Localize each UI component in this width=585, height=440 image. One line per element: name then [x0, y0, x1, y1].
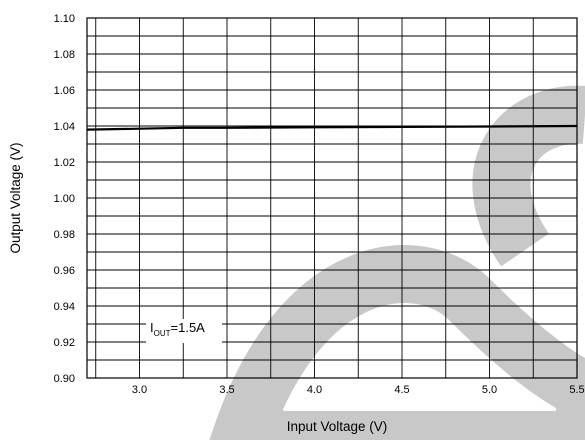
series-line [86, 124, 578, 131]
annotation-value: =1.5A [171, 320, 206, 335]
y-tick-label: 1.02 [54, 157, 75, 169]
y-tick-label: 0.94 [54, 301, 75, 313]
y-axis-title: Output Voltage (V) [8, 142, 23, 253]
y-tick-label: 0.96 [54, 265, 75, 277]
horizontal-gridlines [87, 35, 577, 361]
y-tick-label: 1.10 [54, 13, 75, 25]
x-tick-label: 4.5 [394, 384, 409, 396]
y-tick-label: 1.06 [54, 85, 75, 97]
x-tick-label: 5.5 [569, 384, 584, 396]
y-tick-label: 1.00 [54, 193, 75, 205]
x-tick-label: 5.0 [482, 384, 497, 396]
y-tick-label: 0.90 [54, 373, 75, 385]
plot-frame [86, 17, 578, 379]
watermark-arc-upper [472, 85, 585, 267]
x-axis-title: Input Voltage (V) [287, 419, 388, 434]
annotation-subscript: OUT [154, 329, 171, 338]
y-tick-label: 0.98 [54, 229, 75, 241]
annotation-background [146, 319, 222, 343]
annotation-symbol: I [150, 320, 154, 335]
x-tick-labels: 3.0 3.5 4.0 4.5 5.0 5.5 [132, 384, 585, 396]
y-tick-label: 1.04 [54, 121, 75, 133]
x-tick-label: 3.0 [132, 384, 147, 396]
annotation-text: IOUT=1.5A [150, 320, 205, 338]
y-tick-labels: 0.90 0.92 0.94 0.96 0.98 1.00 1.02 1.04 1.06 1.08… [54, 13, 75, 385]
x-tick-label: 4.0 [307, 384, 322, 396]
y-tick-label: 0.92 [54, 337, 75, 349]
annotation-iout: IOUT=1.5A [146, 319, 222, 343]
x-tick-label: 3.5 [219, 384, 234, 396]
y-tick-label: 1.08 [54, 49, 75, 61]
